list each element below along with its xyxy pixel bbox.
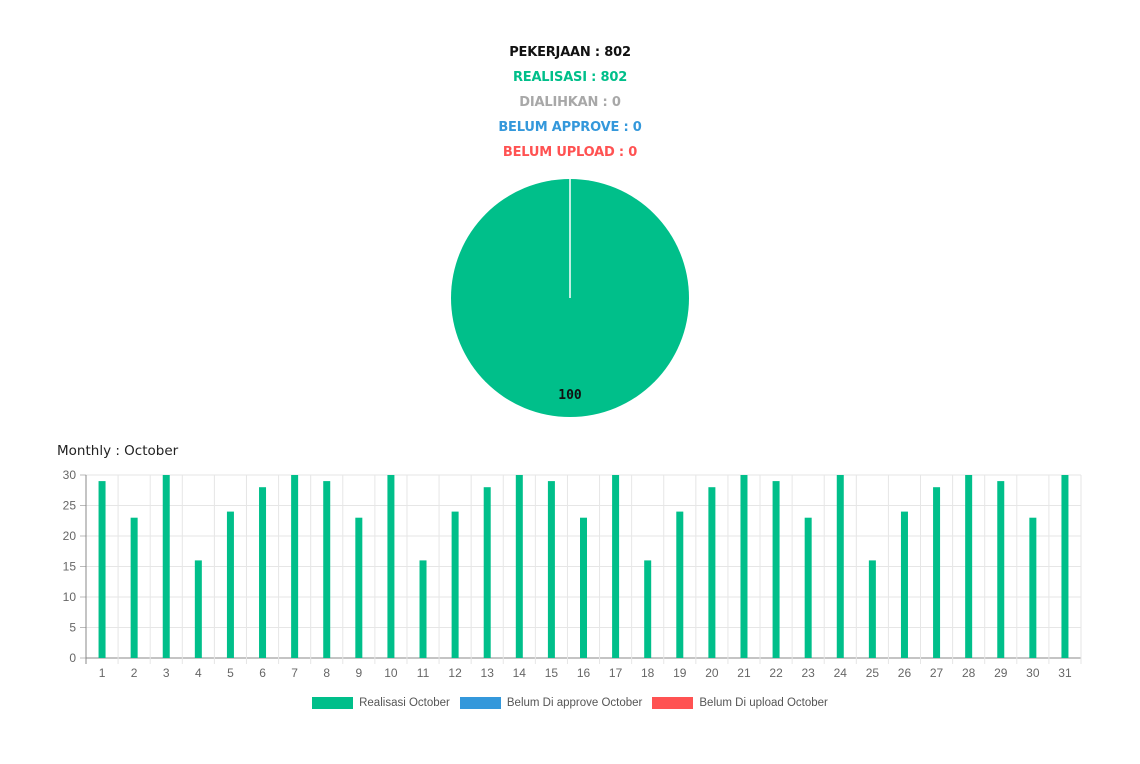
- realisasi-label: REALISASI : 802: [512, 70, 628, 85]
- legend-label-belum-approve: Belum Di approve October: [506, 697, 643, 709]
- x-tick-label: 5: [227, 666, 234, 680]
- y-tick-label: 0: [69, 651, 76, 665]
- x-tick-label: 21: [737, 666, 751, 680]
- bar-realisasi: [162, 475, 170, 658]
- x-tick-label: 22: [769, 666, 783, 680]
- bar-realisasi: [98, 481, 106, 658]
- legend-swatch-belum-upload: [652, 697, 694, 709]
- bar-realisasi: [900, 511, 908, 658]
- x-tick-label: 2: [131, 666, 138, 680]
- legend-item-belum-upload[interactable]: Belum Di upload October: [652, 697, 828, 709]
- y-tick-label: 20: [63, 529, 77, 543]
- bar-realisasi: [836, 475, 844, 658]
- summary-panel: PEKERJAAN : 802 REALISASI : 802 DIALIHKA…: [0, 40, 1140, 165]
- x-tick-label: 29: [994, 666, 1008, 680]
- y-tick-label: 15: [63, 560, 77, 574]
- total-jobs-label: PEKERJAAN : 802: [509, 45, 631, 60]
- x-tick-label: 8: [323, 666, 330, 680]
- legend-item-belum-approve[interactable]: Belum Di approve October: [459, 697, 643, 709]
- x-tick-label: 10: [384, 666, 398, 680]
- chart-legend: Realisasi October Belum Di approve Octob…: [0, 697, 1140, 709]
- bar-realisasi: [612, 475, 620, 658]
- x-tick-label: 26: [898, 666, 912, 680]
- bar-realisasi: [997, 481, 1005, 658]
- y-tick-label: 5: [69, 621, 76, 635]
- bar-realisasi: [130, 517, 138, 658]
- bar-realisasi: [194, 560, 202, 658]
- legend-swatch-belum-approve: [459, 697, 501, 709]
- x-tick-label: 16: [577, 666, 591, 680]
- belum-upload-label: BELUM UPLOAD : 0: [502, 145, 638, 160]
- x-tick-label: 13: [481, 666, 495, 680]
- bar-realisasi: [387, 475, 395, 658]
- x-tick-label: 24: [834, 666, 848, 680]
- bar-realisasi: [1061, 475, 1069, 658]
- legend-swatch-realisasi: [312, 697, 354, 709]
- bar-realisasi: [291, 475, 299, 658]
- bar-realisasi: [515, 475, 523, 658]
- monthly-title: Monthly : October: [57, 443, 179, 459]
- x-tick-label: 31: [1058, 666, 1072, 680]
- dialihkan-label: DIALIHKAN : 0: [519, 95, 621, 110]
- bar-realisasi: [323, 481, 331, 658]
- x-tick-label: 15: [545, 666, 559, 680]
- x-tick-label: 25: [866, 666, 880, 680]
- bar-realisasi: [868, 560, 876, 658]
- x-tick-label: 11: [417, 666, 430, 680]
- bar-realisasi: [965, 475, 973, 658]
- pie-data-label: 100: [558, 388, 582, 403]
- x-tick-label: 6: [259, 666, 266, 680]
- bar-realisasi: [226, 511, 234, 658]
- bar-realisasi: [804, 517, 812, 658]
- bar-chart: 0 5 10 15 20 25 30 1 2 3 4 5 6 7 8 9 10 11 12 13 14 15 16 17 18 1…: [0, 462, 1140, 694]
- bar-realisasi: [676, 511, 684, 658]
- belum-approve-label: BELUM APPROVE : 0: [498, 120, 642, 135]
- legend-label-realisasi: Realisasi October: [359, 697, 450, 709]
- x-tick-label: 7: [291, 666, 298, 680]
- x-tick-label: 1: [99, 666, 106, 680]
- pie-chart: 100: [450, 178, 692, 420]
- x-tick-label: 3: [163, 666, 170, 680]
- x-tick-label: 30: [1026, 666, 1040, 680]
- y-tick-label: 10: [63, 590, 77, 604]
- bar-realisasi: [419, 560, 427, 658]
- x-tick-label: 19: [673, 666, 687, 680]
- x-tick-label: 18: [641, 666, 655, 680]
- x-tick-label: 23: [801, 666, 815, 680]
- y-tick-label: 25: [63, 499, 77, 513]
- bar-realisasi: [259, 487, 267, 658]
- y-tick-label: 30: [63, 468, 77, 482]
- x-tick-label: 27: [930, 666, 944, 680]
- bar-realisasi: [772, 481, 780, 658]
- x-tick-label: 28: [962, 666, 976, 680]
- bar-realisasi: [644, 560, 652, 658]
- bar-realisasi: [355, 517, 363, 658]
- x-tick-label: 14: [513, 666, 527, 680]
- x-tick-label: 20: [705, 666, 719, 680]
- bar-realisasi: [580, 517, 587, 658]
- bar-realisasi: [1029, 517, 1037, 658]
- bar-realisasi: [708, 487, 716, 658]
- bar-realisasi: [547, 481, 555, 658]
- bar-realisasi: [451, 511, 459, 658]
- x-tick-label: 17: [609, 666, 623, 680]
- x-tick-label: 9: [355, 666, 362, 680]
- legend-item-realisasi[interactable]: Realisasi October: [312, 697, 450, 709]
- x-tick-label: 4: [195, 666, 202, 680]
- bar-realisasi: [483, 487, 491, 658]
- bar-realisasi: [933, 487, 941, 658]
- x-tick-label: 12: [448, 666, 462, 680]
- legend-label-belum-upload: Belum Di upload October: [699, 697, 828, 709]
- pie-chart-svg: 100: [451, 179, 689, 417]
- bar-realisasi: [740, 475, 748, 658]
